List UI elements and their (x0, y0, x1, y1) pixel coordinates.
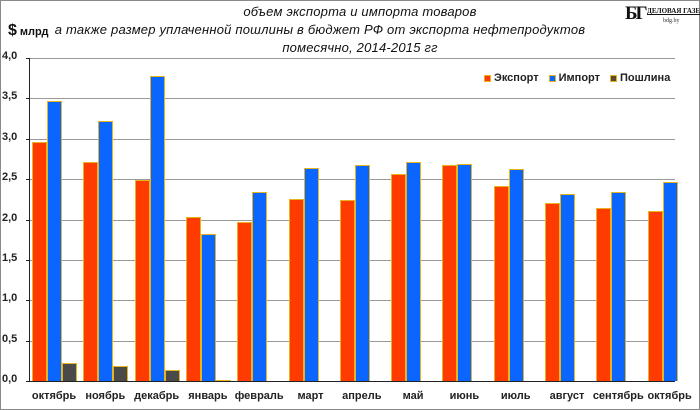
bar-imp (560, 194, 575, 381)
y-tick-mark (26, 98, 30, 99)
y-tick-label: 3,0 (2, 131, 18, 143)
bar-imp (303, 167, 319, 381)
x-tick-label: декабрь (134, 390, 180, 402)
bar-exp (185, 217, 201, 381)
y-tick-mark (26, 179, 30, 180)
bar-imp (354, 165, 370, 381)
unit-symbol: $ (8, 22, 17, 39)
bar-exp (339, 200, 355, 381)
chart-title-line1: объем экспорта и импорта товаров (243, 4, 477, 19)
logo-site: bdg.by (663, 18, 680, 24)
x-tick-label: июль (500, 390, 531, 402)
y-tick-label: 1,5 (2, 252, 18, 264)
bar-imp (98, 120, 114, 381)
x-tick-label: апрель (342, 390, 382, 402)
y-tick-mark (26, 341, 30, 342)
bar-duty (113, 366, 129, 381)
y-tick-label: 2,0 (2, 212, 18, 224)
y-tick-mark (26, 300, 30, 301)
unit-label: млрд (19, 26, 49, 38)
y-axis-unit: $ млрд (8, 22, 48, 40)
x-tick-label: июнь (449, 390, 480, 402)
logo-mark: БГ (625, 3, 648, 24)
bar-duty (215, 380, 231, 382)
bar-imp (508, 169, 524, 381)
bar-exp (493, 185, 509, 381)
bar-imp (47, 100, 62, 381)
bar-exp (32, 141, 47, 381)
legend-item-export: Экспорт (484, 72, 539, 84)
x-tick-label: март (297, 390, 324, 402)
gridline (30, 179, 675, 180)
bar-exp (134, 179, 150, 381)
bar-imp (252, 192, 268, 381)
x-tick-label: ноябрь (85, 390, 126, 402)
bar-exp (442, 164, 458, 381)
x-axis (29, 381, 675, 382)
y-tick-label: 4,0 (2, 50, 18, 62)
y-tick-mark (26, 220, 30, 221)
y-tick-mark (26, 58, 30, 59)
bar-imp (457, 163, 473, 381)
logo-name: ДЕЛОВАЯ ГАЗЕТА (647, 7, 700, 15)
x-tick-label: октябрь (647, 390, 692, 402)
bar-duty (62, 363, 77, 381)
bar-imp (149, 75, 165, 381)
gridline (30, 139, 675, 140)
gridline (30, 98, 675, 99)
legend-label-duty: Пошлина (620, 72, 671, 84)
bar-exp (647, 211, 663, 381)
x-tick-label: май (402, 390, 424, 402)
x-tick-label: январь (188, 390, 228, 402)
bar-exp (237, 221, 253, 381)
legend-label-export: Экспорт (494, 72, 539, 84)
y-axis (29, 58, 30, 382)
legend-swatch-import (548, 74, 556, 82)
bar-exp (596, 208, 612, 381)
chart-title-line2: а также размер уплаченной пошлины в бюдж… (54, 22, 586, 37)
x-tick-label: август (549, 390, 585, 402)
legend-swatch-export (484, 74, 491, 82)
bar-exp (288, 198, 304, 381)
y-tick-label: 1,0 (2, 292, 18, 304)
y-tick-label: 2,5 (2, 171, 18, 183)
legend-item-import: Импорт (548, 72, 601, 84)
chart-title-line3: помесячно, 2014-2015 гг (282, 40, 438, 55)
publisher-logo: БГ ДЕЛОВАЯ ГАЗЕТА bdg.by (625, 3, 700, 31)
gridline (30, 58, 675, 59)
x-tick-label: октябрь (31, 390, 77, 402)
y-tick-label: 0,5 (2, 333, 18, 345)
bar-imp (200, 234, 216, 381)
bar-exp (545, 202, 560, 381)
x-tick-label: сентябрь (592, 390, 644, 402)
x-tick-label: февраль (234, 390, 284, 402)
y-tick-mark (26, 260, 30, 261)
legend-item-duty: Пошлина (610, 72, 670, 84)
y-tick-mark (26, 381, 30, 382)
y-tick-label: 0,0 (2, 373, 18, 385)
bar-exp (83, 162, 99, 381)
legend: Экспорт Импорт Пошлина (480, 70, 675, 86)
bar-imp (611, 192, 627, 381)
y-tick-mark (26, 139, 30, 140)
bar-imp (662, 181, 678, 381)
legend-swatch-duty (610, 74, 618, 82)
y-tick-label: 3,5 (2, 90, 18, 102)
bar-duty (164, 369, 180, 381)
bar-exp (391, 174, 407, 381)
bar-imp (406, 162, 422, 381)
legend-label-import: Импорт (558, 72, 601, 84)
